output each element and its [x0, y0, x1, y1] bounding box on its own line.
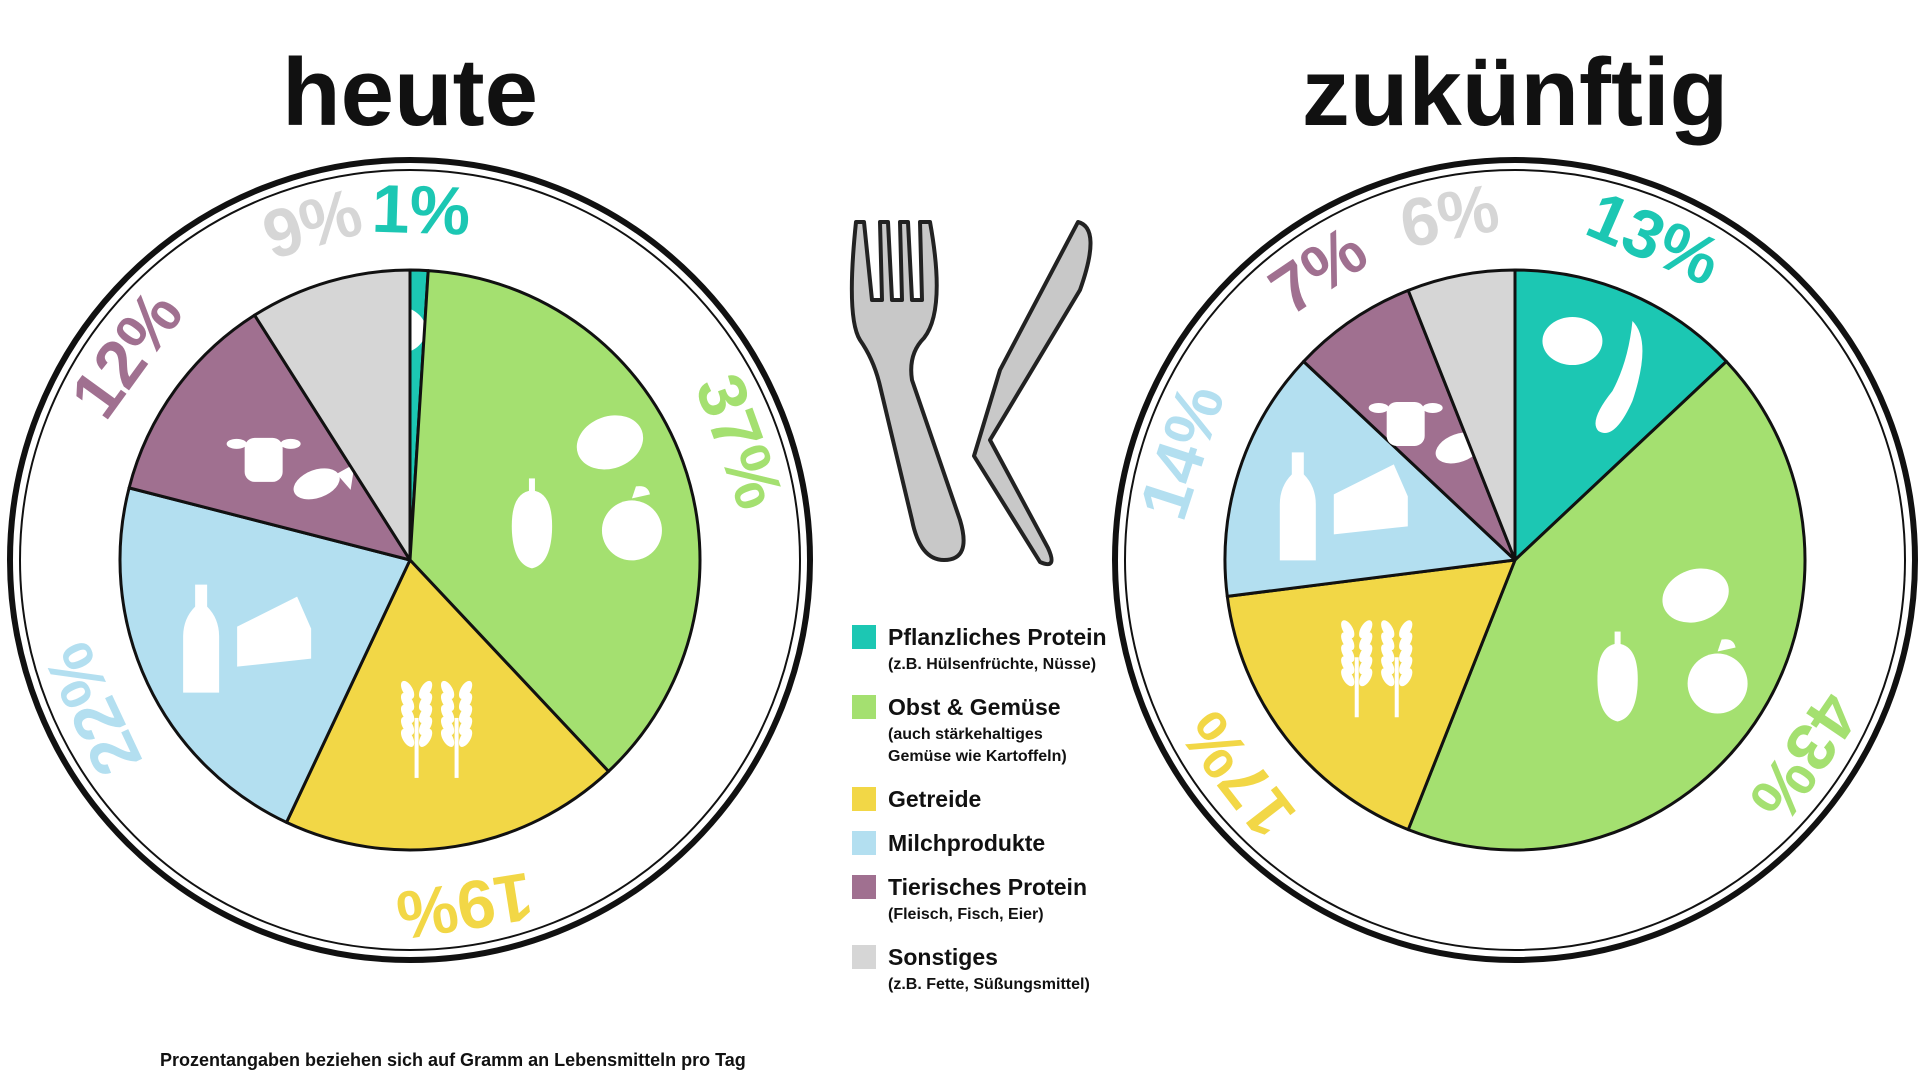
legend-item-getreide: Getreide [852, 786, 981, 812]
legend-label: Getreide [888, 786, 981, 812]
fork-icon [849, 220, 966, 562]
knife-icon [972, 220, 1093, 567]
legend-item-sonstiges: Sonstiges (z.B. Fette, Süßungsmittel) [852, 944, 1090, 993]
slice-icons-milchprodukte [1279, 452, 1408, 561]
pct-label-pflanzliches-protein: 1% [371, 171, 472, 250]
chart-title-zukuenftig: zukünftig [1302, 39, 1729, 146]
plate-rim-inner [19, 169, 801, 951]
plate-zukuenftig: 13%43%17%14%7% 6% [1112, 157, 1918, 963]
cow-icon [226, 437, 301, 482]
legend-label: Milchprodukte [888, 830, 1045, 856]
legend-swatch [852, 625, 876, 649]
legend-note: (Fleisch, Fisch, Eier) [888, 906, 1044, 923]
legend-note: (auch stärkehaltiges [888, 726, 1043, 743]
pct-label-sonstiges: 6% [1394, 170, 1505, 263]
wheat-icon [400, 680, 473, 778]
pie-slice-sonstiges [1406, 268, 1517, 562]
walnut-icon [1542, 317, 1603, 366]
potato-icon [1662, 568, 1729, 623]
pepper-icon [511, 478, 553, 569]
cheese-icon [1333, 464, 1408, 535]
legend-swatch [852, 787, 876, 811]
legend-label: Obst & Gemüse [888, 694, 1061, 720]
legend-note: (z.B. Fette, Süßungsmittel) [888, 976, 1090, 993]
fish-icon [293, 463, 355, 500]
pea-pod-icon [1595, 321, 1643, 434]
cow-icon [1368, 401, 1443, 446]
legend-label: Sonstiges [888, 944, 998, 970]
legend-item-milchprodukte: Milchprodukte [852, 830, 1045, 856]
legend-item-tierisches-protein: Tierisches Protein (Fleisch, Fisch, Eier) [852, 874, 1087, 923]
pie-slice-sonstiges [253, 268, 412, 562]
slice-icons-getreide [1341, 620, 1413, 718]
footnote: Prozentangaben beziehen sich auf Gramm a… [160, 1050, 746, 1070]
legend-item-obst-gemuese: Obst & Gemüse (auch stärkehaltiges Gemüse … [852, 694, 1067, 765]
legend-label: Tierisches Protein [888, 874, 1087, 900]
legend-swatch [852, 831, 876, 855]
apple-icon [1687, 639, 1748, 714]
potato-icon [576, 415, 644, 470]
slice-icons-milchprodukte [183, 584, 312, 693]
cheese-icon [237, 596, 312, 667]
legend-swatch [852, 695, 876, 719]
legend-label: Pflanzliches Protein [888, 624, 1107, 650]
legend-item-pflanzliches-protein: Pflanzliches Protein (z.B. Hülsenfrüchte,… [852, 624, 1107, 673]
slice-icons-obst-gemuese [1597, 568, 1748, 722]
milk-bottle-icon [1279, 452, 1316, 561]
pie-slice-obst-gemuese [408, 269, 702, 773]
slice-icons-obst-gemuese [511, 415, 662, 569]
pie-slice-tierisches-protein [127, 313, 412, 562]
legend-note: Gemüse wie Kartoffeln) [888, 748, 1067, 765]
slice-icons-pflanzliches-protein [1542, 317, 1643, 434]
apple-icon [601, 486, 662, 561]
plate-heute: 1%37%19%22%12%9% [7, 157, 813, 963]
legend-swatch [852, 875, 876, 899]
slice-icons-getreide [400, 680, 473, 778]
slice-icons-tierisches-protein [226, 437, 355, 500]
legend-swatch [852, 945, 876, 969]
wheat-icon [1341, 620, 1413, 718]
pie-slice-obst-gemuese [1406, 359, 1807, 852]
pie-slice-getreide [1225, 558, 1517, 832]
legend-note: (z.B. Hülsenfrüchte, Nüsse) [888, 656, 1096, 673]
plate-rim-inner [1124, 169, 1906, 951]
cutlery [849, 220, 1093, 567]
legend: Pflanzliches Protein (z.B. Hülsenfrüchte,… [852, 624, 1107, 993]
pepper-icon [1597, 631, 1638, 722]
chart-title-heute: heute [282, 39, 538, 146]
milk-bottle-icon [183, 584, 220, 693]
